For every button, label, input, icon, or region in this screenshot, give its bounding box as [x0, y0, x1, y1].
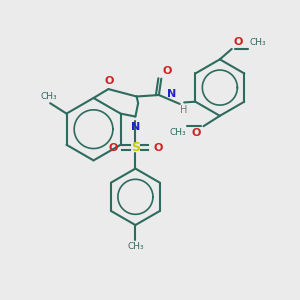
Text: N: N	[167, 89, 176, 100]
Text: CH₃: CH₃	[169, 128, 186, 137]
Text: O: O	[192, 128, 201, 138]
Text: S: S	[131, 141, 140, 154]
Text: H: H	[180, 104, 188, 115]
Text: O: O	[104, 76, 114, 85]
Text: CH₃: CH₃	[40, 92, 57, 101]
Text: O: O	[108, 143, 118, 153]
Text: O: O	[153, 143, 163, 153]
Text: O: O	[233, 37, 243, 46]
Text: N: N	[131, 122, 141, 132]
Text: CH₃: CH₃	[127, 242, 144, 251]
Text: O: O	[163, 66, 172, 76]
Text: CH₃: CH₃	[250, 38, 266, 46]
